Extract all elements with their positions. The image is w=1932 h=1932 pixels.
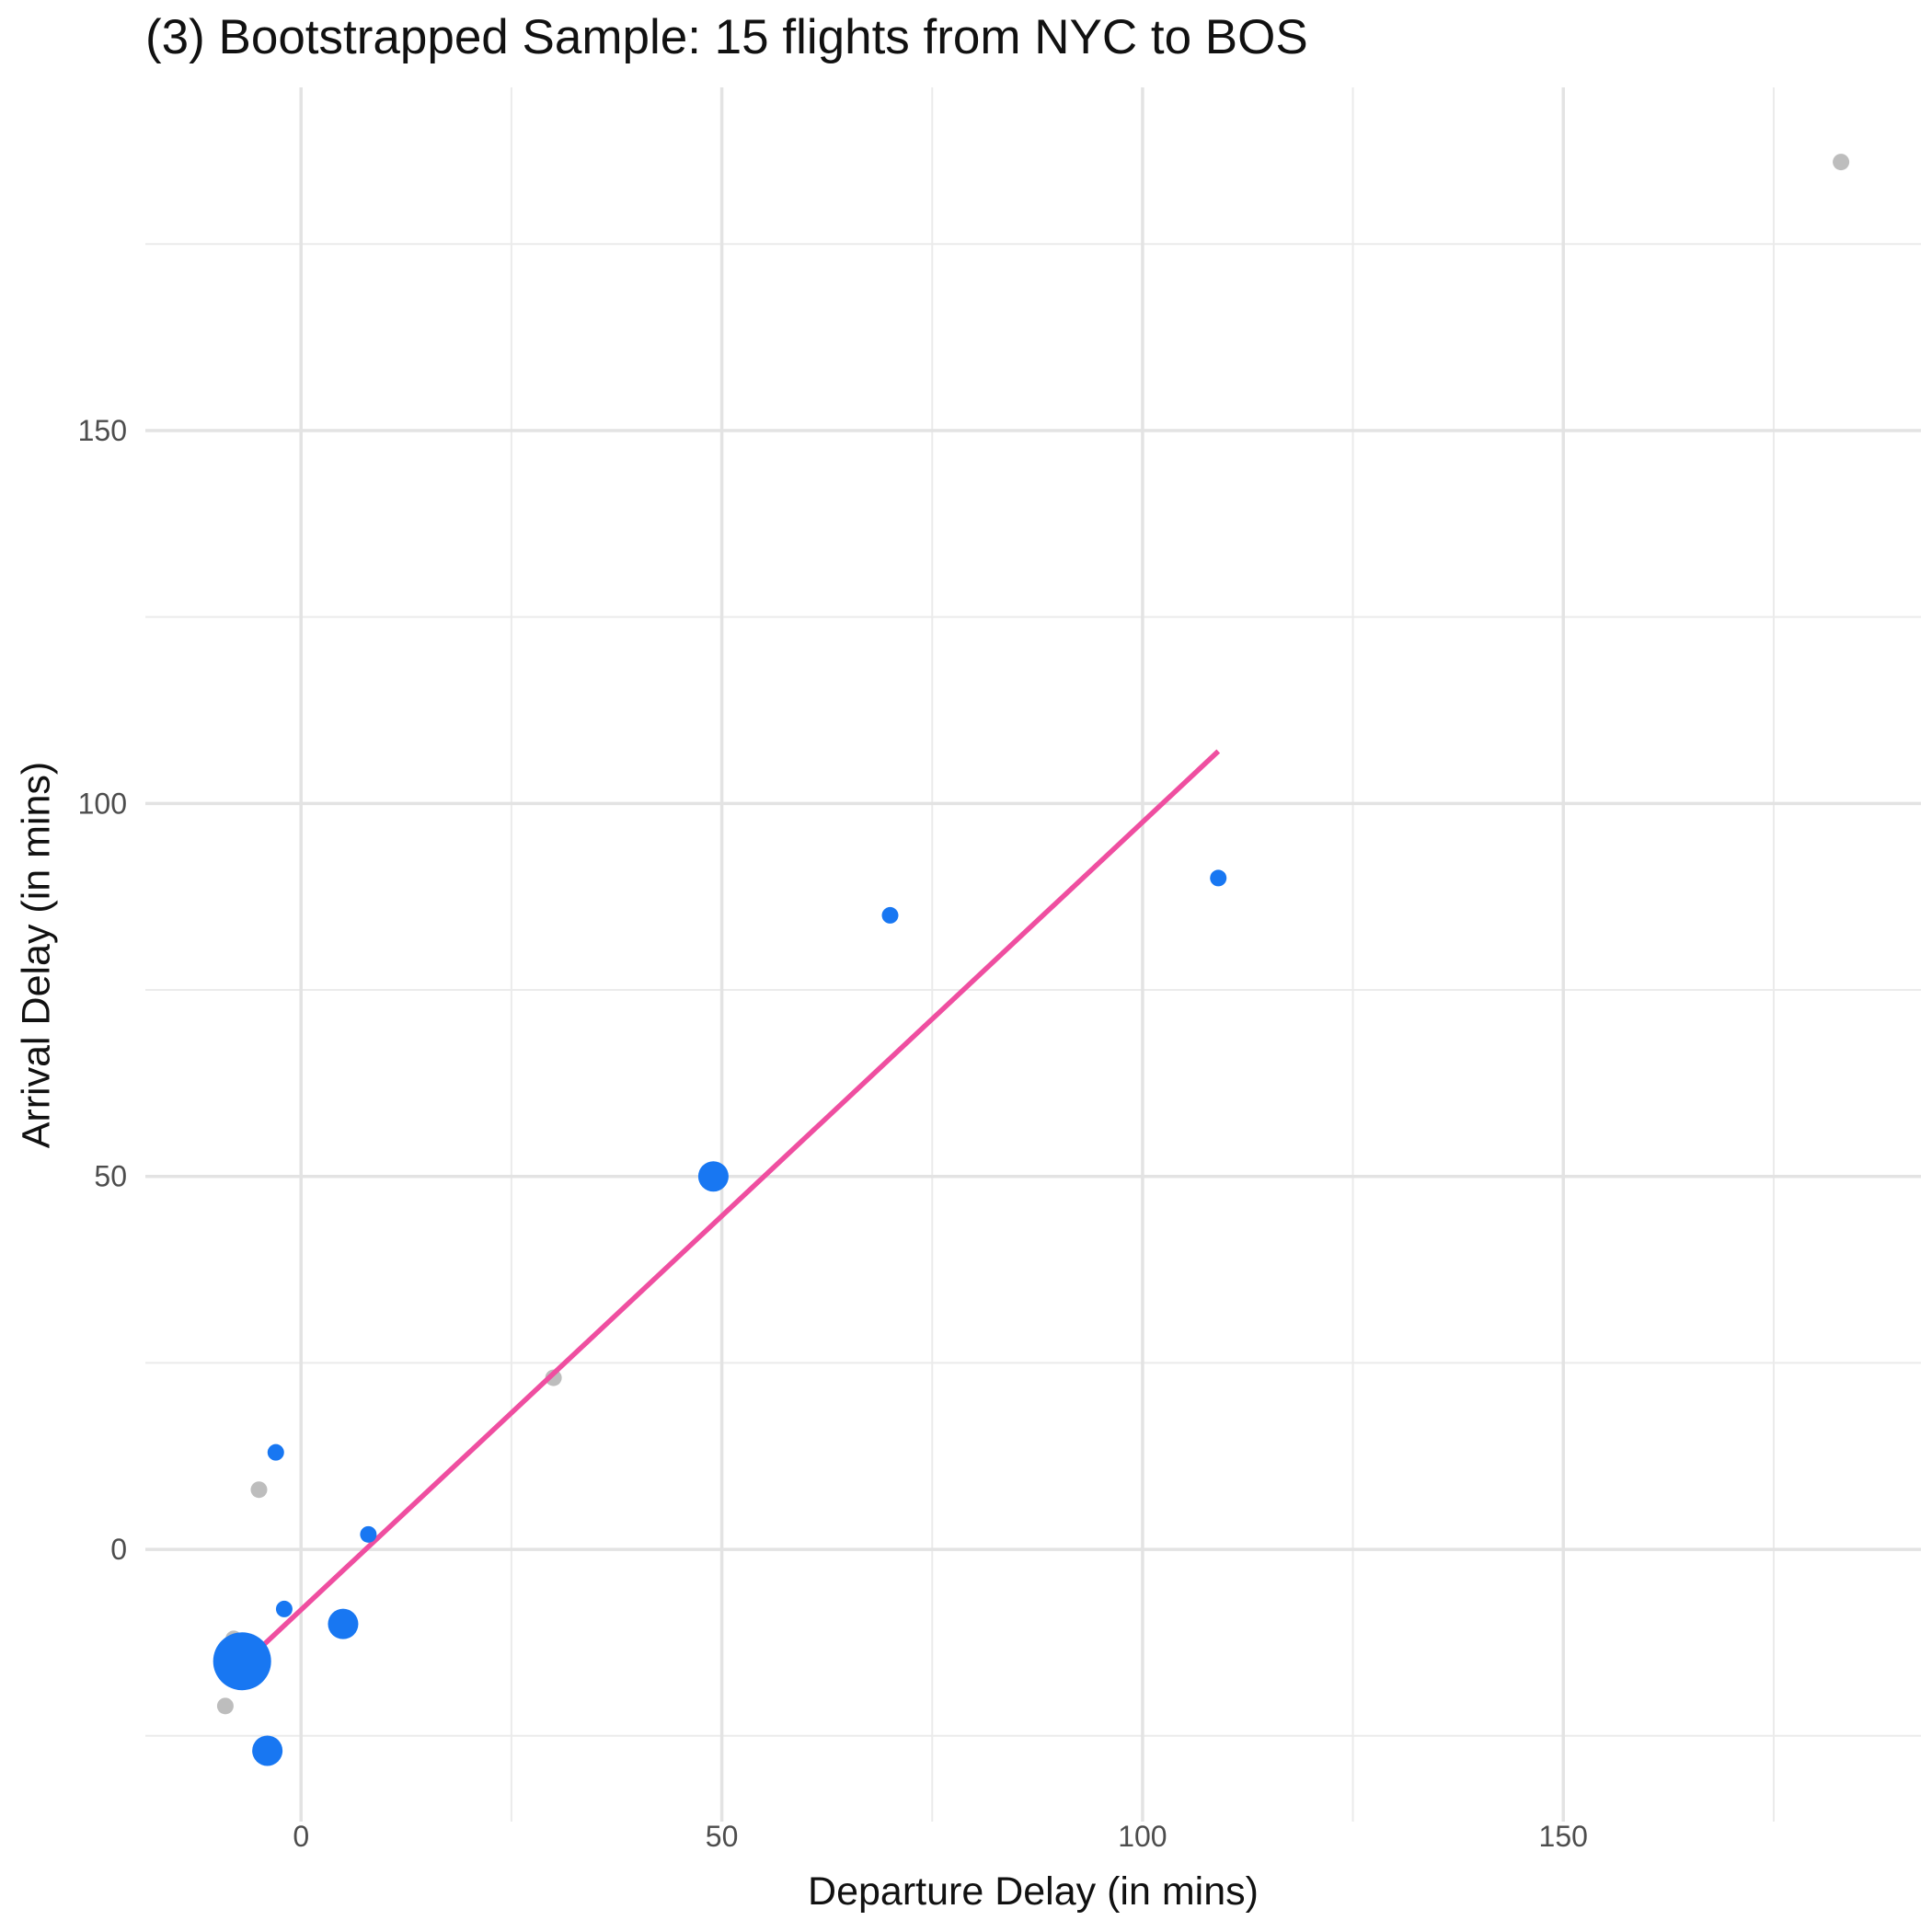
fit-line: [240, 749, 1221, 1667]
data-point-selected: [275, 1600, 293, 1617]
x-tick-label: 50: [706, 1820, 739, 1853]
unselected-points: [216, 154, 1850, 1715]
y-axis-ticks: 0 50 100 150: [78, 414, 127, 1566]
data-point-unselected: [216, 1697, 234, 1715]
data-point-selected: [360, 1525, 377, 1543]
y-axis-label: Arrival Delay (in mins): [14, 761, 59, 1149]
data-point-selected: [328, 1608, 359, 1639]
minor-gridlines: [145, 87, 1921, 1822]
data-point-selected: [697, 1161, 729, 1192]
x-tick-label: 100: [1118, 1820, 1167, 1853]
selected-points: [213, 869, 1227, 1766]
regression-fit: [240, 749, 1221, 1667]
data-point-unselected: [545, 1369, 562, 1386]
data-point-selected: [252, 1735, 283, 1766]
y-tick-label: 50: [94, 1160, 127, 1193]
chart-title: (3) Bootstrapped Sample: 15 flights from…: [145, 10, 1308, 64]
y-tick-label: 150: [78, 414, 127, 447]
major-gridlines: [145, 87, 1921, 1822]
data-point-selected: [1210, 869, 1227, 887]
x-axis-label: Departure Delay (in mins): [808, 1869, 1259, 1914]
data-point-selected: [213, 1632, 271, 1691]
x-tick-label: 150: [1539, 1820, 1588, 1853]
x-axis-ticks: 0 50 100 150: [293, 1820, 1588, 1853]
y-tick-label: 0: [110, 1533, 127, 1566]
data-point-unselected: [250, 1481, 268, 1499]
data-point-unselected: [1833, 154, 1850, 171]
data-point-selected: [267, 1443, 284, 1461]
y-tick-label: 100: [78, 787, 127, 820]
data-point-selected: [881, 906, 899, 924]
x-tick-label: 0: [293, 1820, 309, 1853]
